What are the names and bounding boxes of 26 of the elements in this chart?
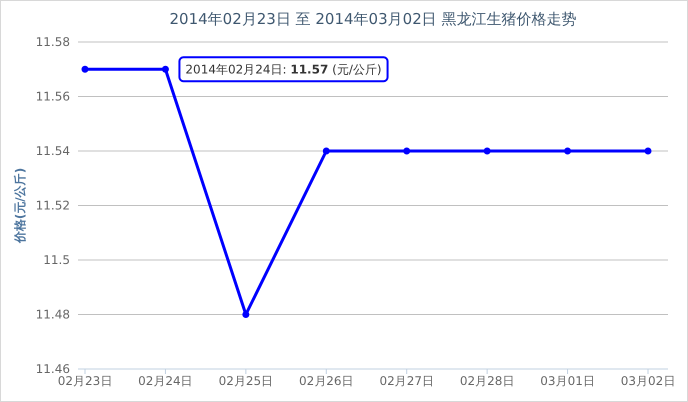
x-tick-label: 02月28日 — [460, 374, 514, 388]
x-tick-label: 02月27日 — [379, 374, 434, 388]
y-tick-label: 11.5 — [43, 253, 70, 267]
x-tick-label: 03月02日 — [620, 374, 676, 388]
point — [242, 311, 250, 318]
y-axis-title: 价格(元/公斤) — [13, 168, 27, 244]
point — [564, 148, 572, 154]
y-tick-label: 11.56 — [36, 90, 70, 104]
point — [403, 148, 410, 154]
x-tick-label: 02月23日 — [58, 374, 112, 388]
point — [162, 66, 169, 73]
y-tick-label: 11.48 — [36, 308, 70, 322]
chart-title: 2014年02月23日 至 2014年03月02日 黑龙江生猪价格走势 — [170, 10, 576, 28]
annotation: 2014年02月24日: 11.57 (元/公斤) — [185, 62, 382, 76]
x-tick-label: 03月01日 — [540, 374, 595, 388]
y-tick-label: 11.58 — [36, 35, 70, 49]
x-tick-label: 02月24日 — [138, 374, 193, 388]
point — [322, 148, 330, 154]
point — [644, 148, 652, 154]
y-tick-label: 11.52 — [36, 198, 70, 212]
x-tick-label: 02月26日 — [299, 374, 354, 388]
point — [484, 148, 491, 154]
x-tick-label: 02月25日 — [218, 374, 274, 388]
point — [82, 66, 88, 73]
y-tick-label: 11.46 — [36, 362, 70, 376]
y-tick-label: 11.54 — [36, 144, 70, 158]
